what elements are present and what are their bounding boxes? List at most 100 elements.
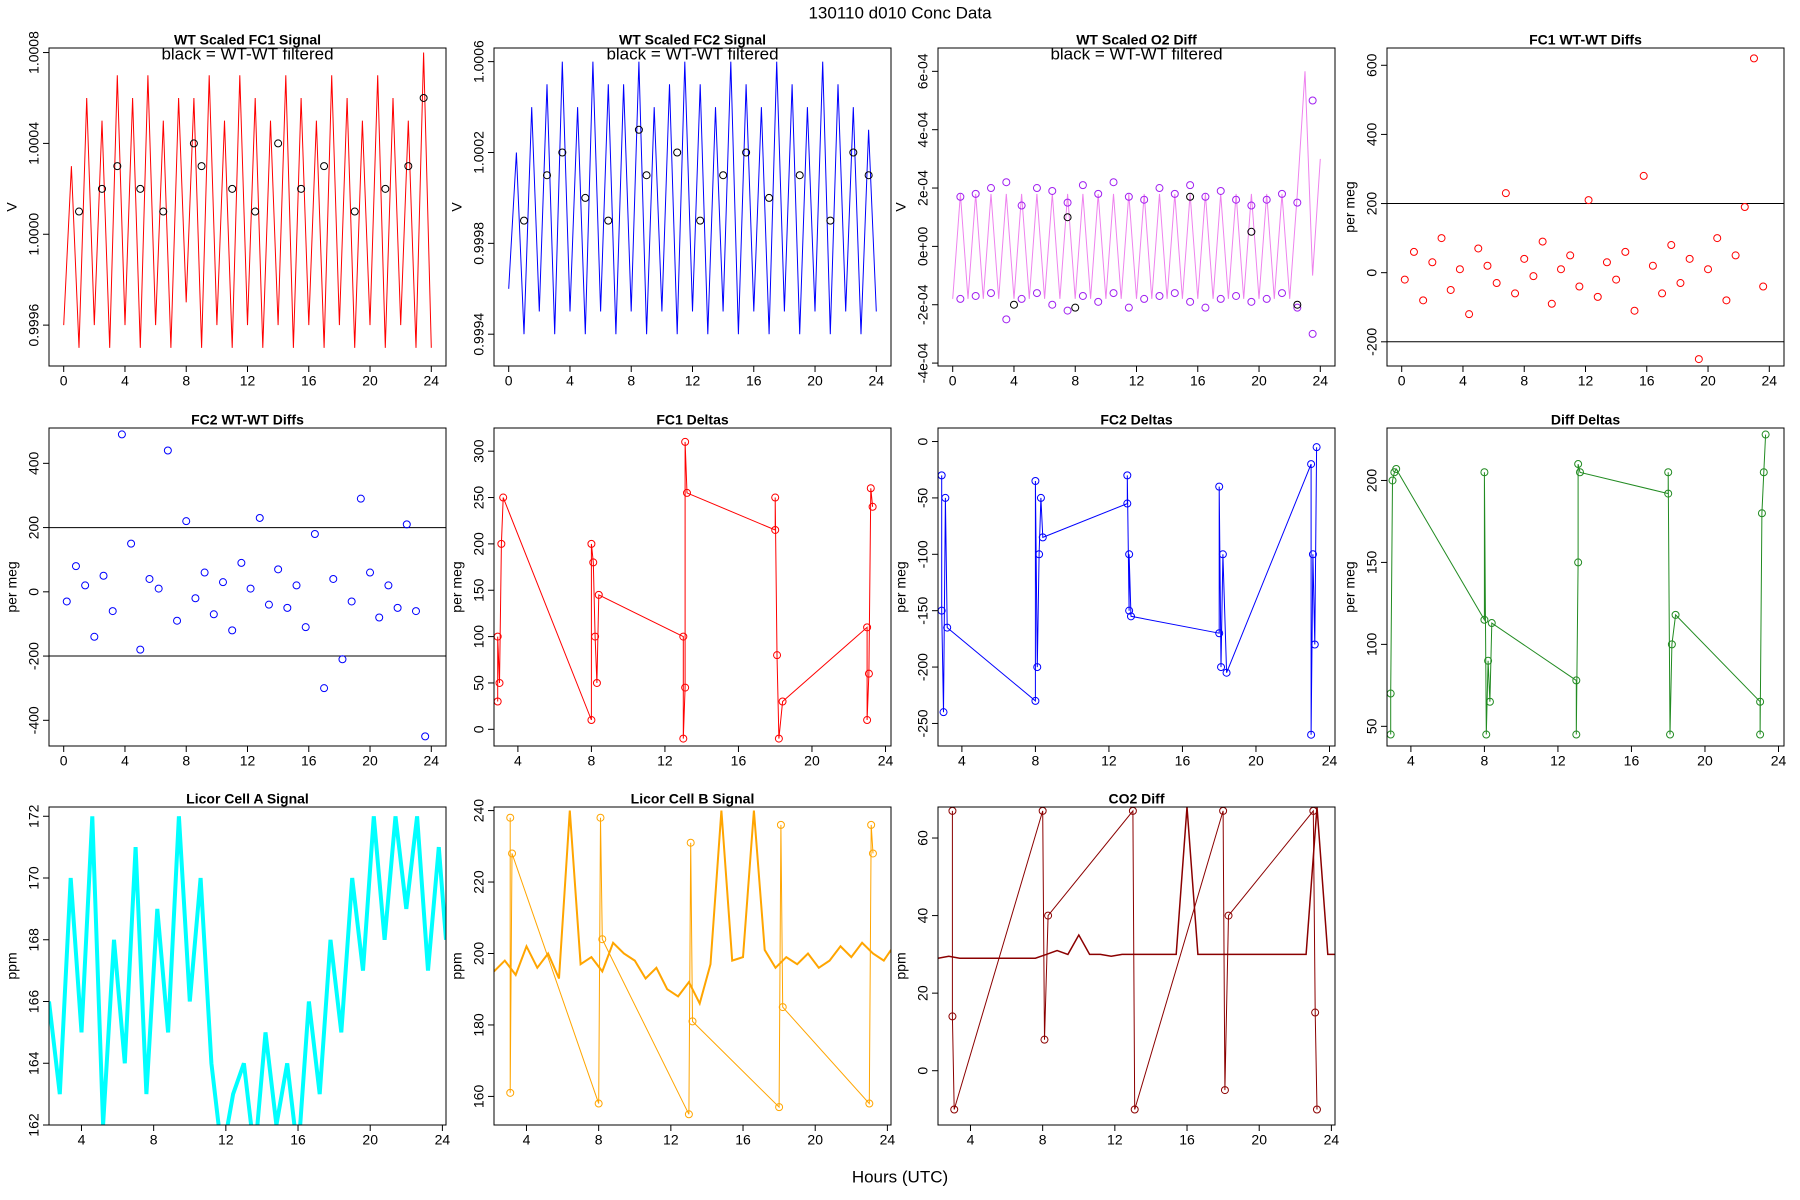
data-point bbox=[865, 1099, 874, 1108]
data-point bbox=[679, 734, 688, 743]
series-line bbox=[1390, 434, 1767, 735]
data-point bbox=[1247, 297, 1256, 306]
y-tick-label: 4e-04 bbox=[915, 112, 931, 148]
y-tick-label: 400 bbox=[26, 451, 42, 475]
y-tick-label: 1.0006 bbox=[471, 40, 487, 83]
y-tick-label: 168 bbox=[26, 928, 42, 952]
panel: 0 4 8 12 16 20 24 -4e-04 -2e-04 0e+00 2e-04 4e-04 6e… bbox=[893, 32, 1336, 389]
data-point bbox=[1428, 258, 1437, 267]
series-line bbox=[494, 810, 891, 1007]
y-tick-label: 0 bbox=[915, 1067, 931, 1075]
data-point bbox=[1232, 291, 1241, 300]
data-point bbox=[1071, 303, 1080, 312]
series-line bbox=[938, 807, 1335, 959]
x-tick-label: 12 bbox=[218, 1132, 234, 1148]
data-point bbox=[292, 581, 301, 590]
y-tick-label: -4e-04 bbox=[915, 343, 931, 384]
y-tick-label: 150 bbox=[1364, 551, 1380, 575]
data-point bbox=[1094, 189, 1103, 198]
x-tick-label: 20 bbox=[1251, 1132, 1267, 1148]
y-tick-label: 60 bbox=[915, 830, 931, 846]
data-point bbox=[1572, 676, 1581, 685]
data-point bbox=[1170, 289, 1179, 298]
data-point bbox=[1308, 96, 1317, 105]
data-point bbox=[1278, 289, 1287, 298]
data-point bbox=[673, 148, 682, 157]
data-point bbox=[773, 651, 782, 660]
panel-title: FC2 Deltas bbox=[1100, 412, 1173, 428]
data-point bbox=[1216, 294, 1225, 303]
data-point bbox=[1215, 629, 1224, 638]
panel: 0 4 8 12 16 20 24 0.9996 1.0000 1.0004 1.0008 WT Sc… bbox=[4, 31, 447, 389]
y-axis-label: V bbox=[449, 202, 465, 212]
plot-frame bbox=[937, 47, 1336, 367]
data-point bbox=[1455, 265, 1464, 274]
data-point bbox=[1218, 550, 1227, 559]
data-point bbox=[520, 216, 529, 225]
data-point bbox=[1035, 550, 1044, 559]
data-point bbox=[1247, 227, 1256, 236]
y-tick-label: 400 bbox=[1364, 123, 1380, 147]
data-point bbox=[381, 184, 390, 193]
y-tick-label: 162 bbox=[26, 1113, 42, 1137]
plot-area bbox=[49, 816, 446, 1125]
data-point bbox=[1761, 430, 1770, 439]
x-tick-label: 12 bbox=[685, 373, 701, 389]
y-tick-label: 2e-04 bbox=[915, 170, 931, 206]
data-point bbox=[868, 849, 877, 858]
data-point bbox=[209, 610, 218, 619]
data-point bbox=[1566, 251, 1575, 260]
plot-frame bbox=[493, 806, 892, 1126]
y-tick-label: -200 bbox=[26, 642, 42, 670]
page-title: 130110 d010 Conc Data bbox=[808, 3, 992, 22]
data-point bbox=[771, 525, 780, 534]
data-point bbox=[1492, 279, 1501, 288]
x-tick-label: 8 bbox=[1481, 753, 1489, 769]
data-point bbox=[1032, 289, 1041, 298]
data-point bbox=[97, 184, 106, 193]
y-tick-label: 0 bbox=[1364, 269, 1380, 277]
data-point bbox=[1612, 275, 1621, 284]
data-point bbox=[1694, 355, 1703, 364]
x-tick-label: 4 bbox=[1459, 373, 1467, 389]
data-point bbox=[1437, 234, 1446, 243]
data-point bbox=[1224, 911, 1233, 920]
data-point bbox=[1220, 1086, 1229, 1095]
y-tick-label: 200 bbox=[26, 516, 42, 540]
plot-area bbox=[952, 71, 1321, 338]
data-point bbox=[864, 669, 873, 678]
data-point bbox=[778, 697, 787, 706]
data-point bbox=[1109, 289, 1118, 298]
data-point bbox=[497, 539, 506, 548]
y-tick-label: -200 bbox=[1364, 328, 1380, 356]
data-point bbox=[228, 184, 237, 193]
x-tick-label: 16 bbox=[731, 753, 747, 769]
panel: 4 8 12 16 20 24 0 -50 -100 -150 -200 -250 FC2 Deltas… bbox=[893, 412, 1338, 769]
plot-frame bbox=[1386, 47, 1785, 367]
data-point bbox=[1666, 730, 1675, 739]
data-point bbox=[589, 558, 598, 567]
data-point bbox=[506, 813, 515, 822]
data-point bbox=[136, 184, 145, 193]
x-tick-label: 16 bbox=[301, 373, 317, 389]
data-point bbox=[297, 184, 306, 193]
x-tick-label: 16 bbox=[1639, 373, 1655, 389]
data-point bbox=[1217, 663, 1226, 672]
data-point bbox=[1465, 310, 1474, 319]
y-tick-label: 200 bbox=[1364, 192, 1380, 216]
x-tick-label: 20 bbox=[1251, 373, 1267, 389]
x-tick-label: 4 bbox=[967, 1132, 975, 1148]
data-point bbox=[1574, 558, 1583, 567]
plot-area bbox=[1387, 54, 1784, 364]
y-tick-label: 0.9996 bbox=[26, 303, 42, 346]
panel: 4 8 12 16 20 24 162 164 166 168 170 172 Licor Cell A… bbox=[4, 791, 451, 1148]
x-tick-label: 24 bbox=[424, 373, 440, 389]
series-line bbox=[63, 52, 432, 348]
data-point bbox=[108, 607, 117, 616]
y-tick-label: -400 bbox=[26, 706, 42, 734]
data-point bbox=[1664, 489, 1673, 498]
y-tick-label: 164 bbox=[26, 1051, 42, 1075]
x-tick-label: 4 bbox=[1407, 753, 1415, 769]
data-point bbox=[587, 716, 596, 725]
panel-title: Diff Deltas bbox=[1551, 412, 1620, 428]
